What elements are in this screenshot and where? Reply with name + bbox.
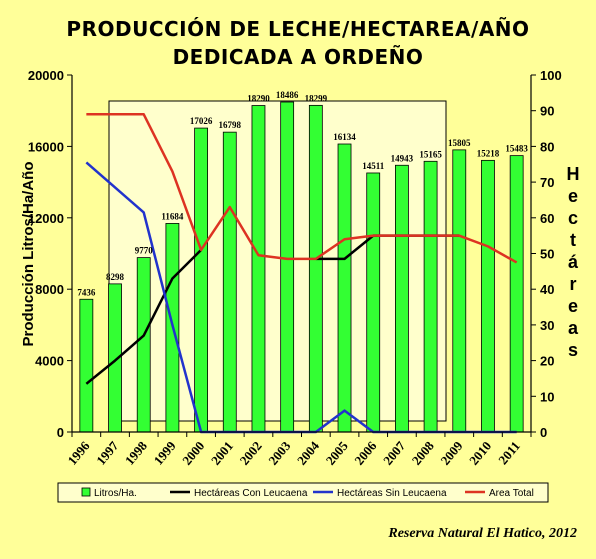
bar-2008	[423, 160, 438, 433]
series-line-2-0	[86, 113, 518, 264]
x-tick-label-2005: 2005	[323, 438, 352, 468]
bar-2009	[452, 149, 467, 433]
data-label-1997: 8298	[106, 272, 125, 282]
bar-2011	[509, 155, 524, 433]
bar-2004	[308, 104, 323, 433]
y-tick-label: 16000	[28, 139, 64, 154]
y-tick-label: 0	[57, 425, 64, 440]
x-tick-label-2006: 2006	[351, 438, 380, 468]
bar-2006	[366, 172, 381, 433]
x-tick-label-1996: 1996	[64, 438, 93, 468]
x-tick-label-1999: 1999	[151, 438, 180, 468]
x-tick-label-1997: 1997	[93, 438, 122, 468]
series-line-0-0	[85, 249, 202, 385]
data-label-layer: 7436 8298 9770 11684 17026 16798 18290 18486 182…	[77, 90, 528, 297]
y2-tick-label: 70	[540, 175, 554, 190]
data-label-1998: 9770	[135, 246, 154, 256]
bar-2007	[395, 164, 409, 433]
y2-tick-label: 80	[540, 139, 554, 154]
y2-tick-label: 40	[540, 282, 554, 297]
bar-2005	[337, 143, 352, 433]
y-tick-label: 8000	[35, 282, 64, 297]
y-tick-label: 20000	[28, 68, 64, 83]
x-tick-label-1998: 1998	[122, 438, 151, 468]
data-label-2006: 14511	[362, 161, 385, 171]
data-label-2002: 18290	[247, 94, 270, 104]
data-label-1999: 11684	[161, 211, 184, 221]
y2-tick-label: 30	[540, 318, 554, 333]
legend-label-bars: Litros/Ha.	[94, 488, 137, 499]
data-label-2011: 15483	[505, 144, 528, 154]
x-tick-label-2001: 2001	[208, 438, 236, 468]
x-tick-label-2008: 2008	[409, 438, 438, 468]
source-note: Reserva Natural El Hatico, 2012	[387, 526, 577, 541]
bar-2003	[280, 101, 295, 433]
x-tick-label-2004: 2004	[294, 438, 323, 468]
bar-1996	[79, 298, 94, 433]
data-label-2008: 15165	[419, 149, 442, 159]
bar-2002	[251, 105, 266, 433]
data-label-2005: 16134	[333, 132, 356, 142]
legend-label-series-1: Hectáreas Sin Leucaena	[337, 488, 447, 499]
data-label-2003: 18486	[276, 90, 299, 100]
bar-2001	[222, 131, 237, 433]
y2-tick-label: 50	[540, 247, 554, 262]
y-tick-label: 4000	[35, 354, 64, 369]
x-tick-label-2011: 2011	[495, 438, 523, 467]
data-label-1996: 7436	[77, 287, 96, 297]
legend-label-series-2: Area Total	[489, 488, 534, 499]
x-tick-label-2010: 2010	[466, 438, 494, 468]
bar-2000	[194, 127, 208, 433]
data-label-2010: 15218	[477, 148, 500, 158]
legend-swatch-bars	[81, 487, 91, 497]
bar-1998	[136, 257, 151, 433]
chart-title-line-2: DEDICADA A ORDEÑO	[173, 45, 424, 69]
bar-2010	[481, 159, 495, 433]
y2-tick-label: 90	[540, 104, 554, 119]
x-tick-label-2007: 2007	[380, 438, 409, 468]
data-label-2000: 17026	[190, 116, 213, 126]
legend-label-series-0: Hectáreas Con Leucaena	[194, 488, 308, 499]
x-tick-label-2003: 2003	[265, 438, 294, 468]
data-label-2009: 15805	[448, 138, 471, 148]
x-tick-label-2000: 2000	[179, 438, 207, 468]
y2-tick-label: 10	[540, 389, 554, 404]
data-label-2001: 16798	[219, 120, 242, 130]
legend: Litros/Ha. Hectáreas Con Leucaena Hectárea…	[57, 482, 549, 503]
y2-tick-label: 60	[540, 211, 554, 226]
y2-tick-label: 20	[540, 354, 554, 369]
y2-tick-label: 100	[540, 68, 562, 83]
bar-layer	[79, 101, 524, 433]
y2-tick-label: 0	[540, 425, 547, 440]
y-tick-label: 12000	[28, 211, 64, 226]
data-label-2007: 14943	[391, 153, 414, 163]
x-tick-label-2009: 2009	[437, 438, 466, 468]
x-tick-label-2002: 2002	[237, 438, 265, 468]
y-axis-label: Producción Litros/Ha/Año	[20, 161, 37, 346]
data-label-2004: 18299	[305, 93, 328, 103]
chart-title-line-1: PRODUCCIÓN DE LECHE/HECTAREA/AÑO	[66, 17, 529, 41]
